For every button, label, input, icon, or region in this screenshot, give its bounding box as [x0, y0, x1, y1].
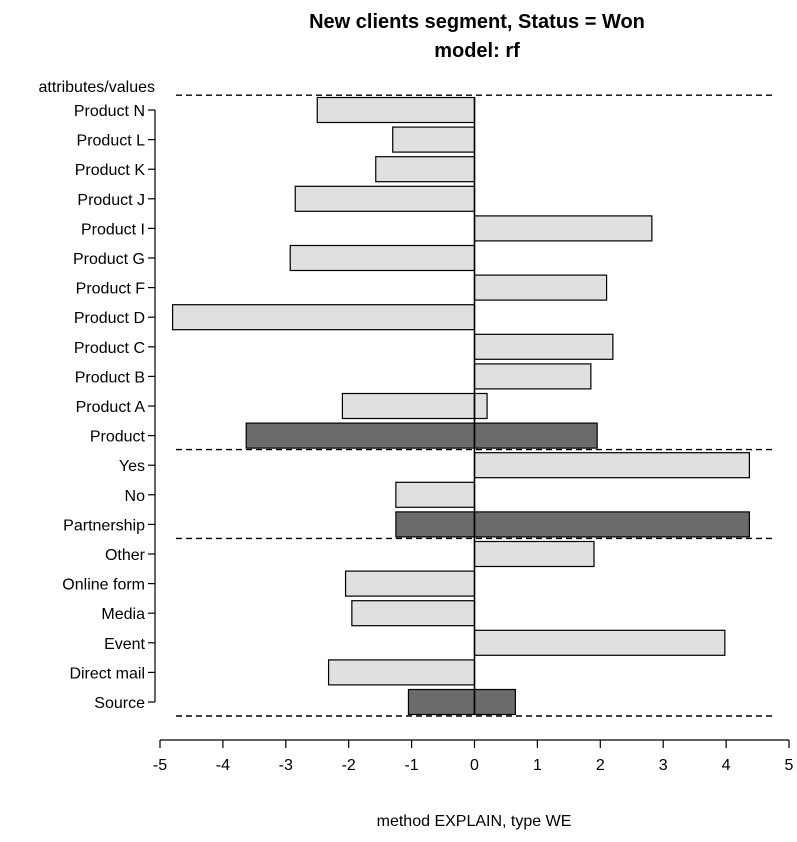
x-tick-label: 4	[722, 757, 731, 774]
y-tick-label: Product G	[73, 251, 145, 268]
bar-negative-product-d	[171, 304, 476, 331]
x-tick-label: 0	[470, 757, 479, 774]
y-tick-label: Product A	[76, 399, 146, 416]
bar-positive-product-a	[473, 392, 488, 420]
x-axis: -5 -4 -3 -2 -1 0 1 2 3 4 5	[153, 739, 794, 774]
bar-positive-product-b	[473, 363, 592, 390]
bar-positive-product-c	[473, 333, 614, 360]
y-tick-label: Event	[104, 636, 145, 653]
x-tick-label: -2	[342, 757, 356, 774]
bar-positive-partnership	[473, 511, 750, 538]
bar-negative-product-n	[316, 96, 476, 124]
bar-negative-partnership	[395, 511, 476, 538]
bar-negative-direct-mail	[327, 659, 476, 686]
bar-positive-product-f	[473, 274, 608, 301]
bar-negative-product-g	[289, 244, 476, 272]
bar-positive-product	[473, 422, 598, 449]
bar-negative-online-form	[344, 570, 476, 597]
y-axis-header: attributes/values	[38, 79, 155, 96]
chart-title: New clients segment, Status = Won	[309, 11, 645, 33]
y-tick-label: Product C	[74, 340, 145, 357]
y-tick-label: Product	[90, 429, 146, 446]
y-tick-label: No	[125, 488, 146, 505]
y-tick-label: Yes	[119, 458, 145, 475]
y-tick-label: Product K	[75, 162, 146, 179]
x-tick-label: -5	[153, 757, 167, 774]
bar-negative-no	[395, 481, 476, 508]
x-tick-label: -4	[216, 757, 230, 774]
y-tick-label: Online form	[62, 577, 145, 594]
y-tick-label: Other	[105, 547, 146, 564]
x-tick-label: -1	[404, 757, 418, 774]
y-tick-label: Media	[101, 606, 145, 623]
x-tick-label: 5	[785, 757, 794, 774]
bar-negative-product-k	[375, 156, 476, 183]
y-tick-label: Product B	[75, 369, 145, 386]
bars-group	[171, 96, 750, 716]
y-tick-label: Product J	[77, 192, 145, 209]
x-tick-label: -3	[279, 757, 293, 774]
y-tick-label: Product N	[74, 103, 145, 120]
bar-negative-product-a	[341, 392, 476, 420]
y-axis: Product N Product L Product K Product J Prod…	[62, 103, 156, 712]
y-tick-label: Product D	[74, 310, 145, 327]
y-tick-label: Product F	[76, 281, 146, 298]
bar-negative-product	[245, 422, 476, 449]
bar-positive-product-i	[473, 215, 653, 242]
x-tick-label: 2	[596, 757, 605, 774]
x-tick-label: 3	[659, 757, 668, 774]
bar-negative-product-l	[392, 126, 476, 153]
bar-negative-product-j	[294, 185, 476, 212]
chart-subtitle: model: rf	[434, 40, 520, 62]
bar-positive-other	[473, 540, 595, 568]
bar-positive-event	[473, 629, 726, 656]
bar-positive-yes	[473, 452, 750, 479]
y-tick-label: Partnership	[63, 517, 145, 534]
y-tick-label: Product I	[81, 221, 145, 238]
y-tick-label: Source	[94, 695, 145, 712]
x-axis-label: method EXPLAIN, type WE	[377, 813, 572, 830]
bar-negative-source	[407, 688, 476, 716]
bar-positive-source	[473, 688, 516, 716]
y-tick-label: Direct mail	[69, 665, 145, 682]
x-tick-label: 1	[533, 757, 542, 774]
y-tick-label: Product L	[77, 133, 146, 150]
bar-negative-media	[351, 600, 476, 627]
